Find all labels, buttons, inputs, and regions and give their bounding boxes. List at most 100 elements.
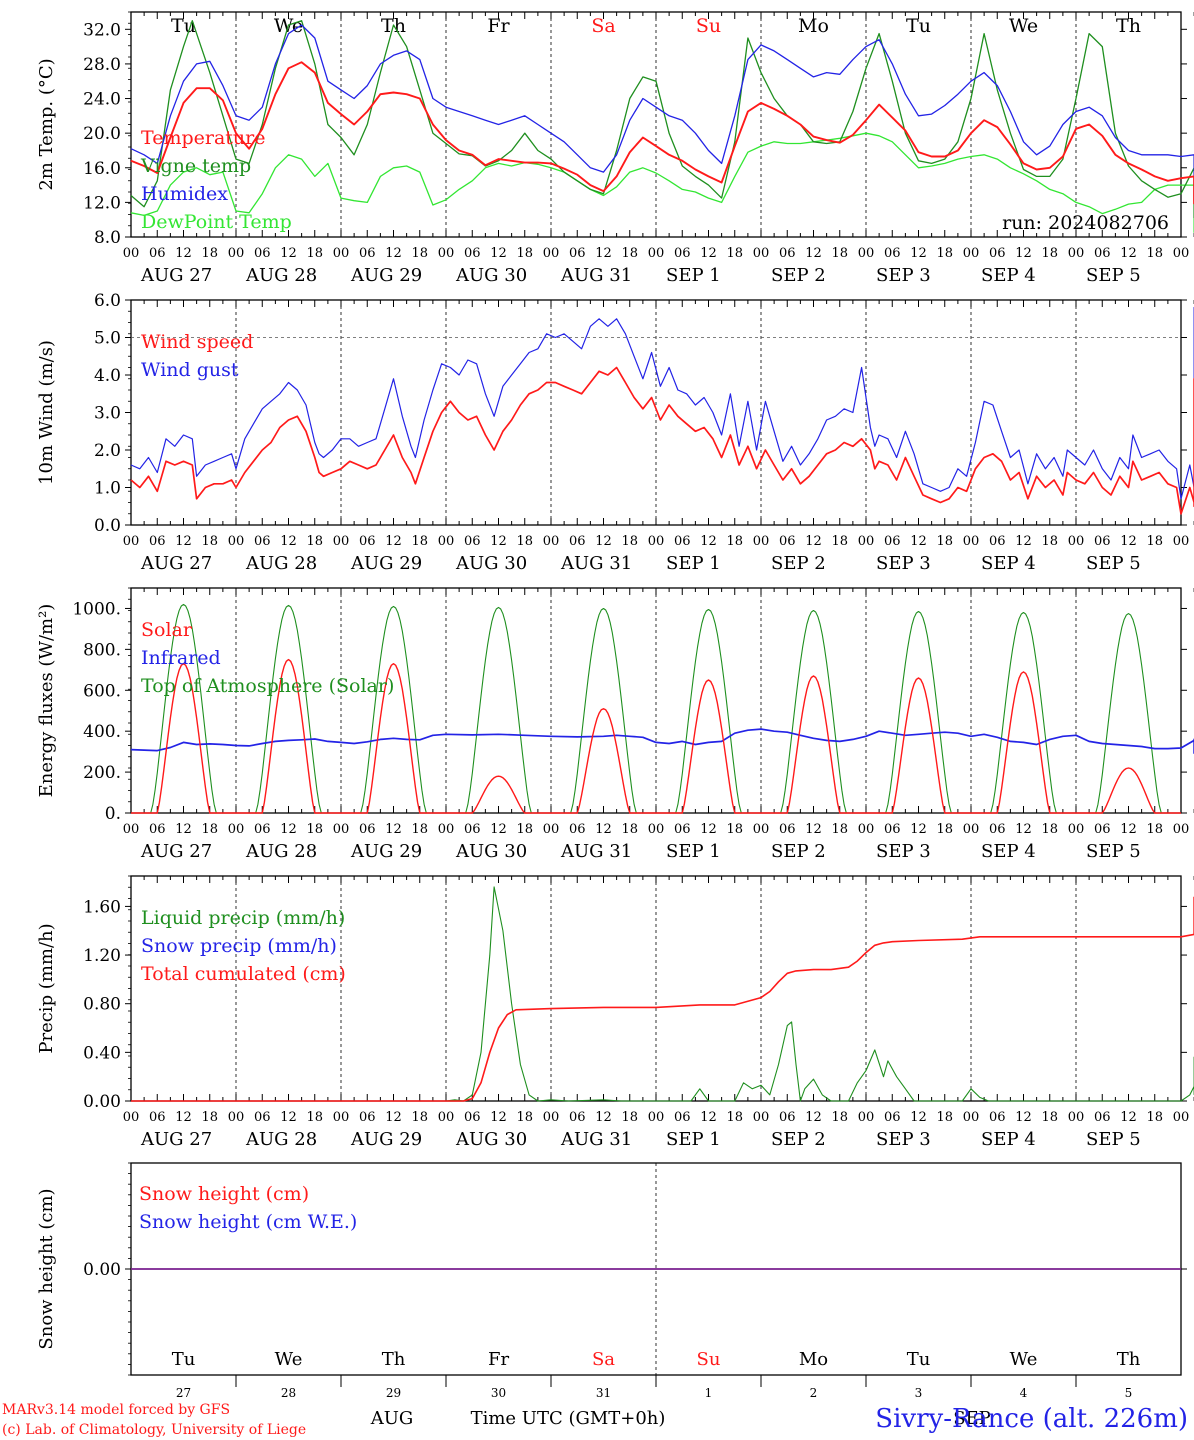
legend-entry: DewPoint Temp (141, 211, 292, 233)
hour-tick-label: 00 (858, 822, 875, 837)
hour-tick-label: 18 (831, 1110, 848, 1125)
hour-tick-label: 18 (1146, 822, 1163, 837)
hour-tick-label: 00 (543, 534, 560, 549)
hour-tick-label: 00 (963, 1110, 980, 1125)
day-number-label: 4 (1020, 1386, 1028, 1400)
hour-tick-label: 06 (254, 822, 271, 837)
date-label: SEP 3 (876, 265, 931, 286)
hour-tick-label: 06 (989, 1110, 1006, 1125)
date-label: AUG 28 (245, 1129, 317, 1150)
y-axis-label: 10m Wind (m/s) (36, 340, 57, 485)
hour-tick-label: 18 (621, 1110, 638, 1125)
y-tick-label: 800. (83, 640, 121, 660)
hour-tick-label: 12 (280, 822, 297, 837)
hour-tick-label: 12 (490, 822, 507, 837)
hour-tick-label: 12 (1015, 822, 1032, 837)
hour-tick-label: 18 (936, 534, 953, 549)
hour-tick-label: 00 (123, 822, 140, 837)
legend-entry: Top of Atmosphere (Solar) (141, 675, 394, 697)
date-label: AUG 27 (140, 553, 212, 574)
hour-tick-label: 00 (123, 246, 140, 261)
y-tick-label: 1.0 (94, 479, 121, 499)
time-axis-label: Time UTC (GMT+0h) (471, 1408, 666, 1429)
station-name: Sivry-Rance (alt. 226m) (875, 1404, 1188, 1434)
panel-5: 0.00 Snow height (cm) Snow height (cm) Snow… (36, 1162, 1187, 1400)
y-tick-label: 12.0 (83, 193, 121, 213)
hour-tick-label: 12 (385, 246, 402, 261)
date-label: AUG 29 (350, 553, 422, 574)
hour-tick-label: 06 (989, 246, 1006, 261)
weekday-label: Tu (907, 1349, 931, 1370)
hour-tick-label: 18 (201, 246, 218, 261)
hour-tick-label: 18 (1146, 246, 1163, 261)
y-axis-label: Energy fluxes (W/m²) (36, 604, 57, 798)
y-tick-label: 0.0 (94, 516, 121, 536)
date-label: AUG 27 (140, 265, 212, 286)
y-tick-label: 0.00 (83, 1260, 121, 1280)
hour-tick-label: 18 (621, 534, 638, 549)
hour-tick-label: 12 (175, 1110, 192, 1125)
hour-tick-label: 06 (149, 822, 166, 837)
hour-tick-label: 12 (910, 822, 927, 837)
hour-tick-label: 00 (648, 534, 665, 549)
date-label: AUG 31 (560, 553, 632, 574)
hour-tick-label: 00 (228, 534, 245, 549)
hour-tick-label: 06 (674, 534, 691, 549)
hour-tick-label: 00 (858, 246, 875, 261)
legend-entry: Humidex (141, 183, 228, 205)
hour-tick-label: 06 (1094, 534, 1111, 549)
hour-tick-label: 06 (779, 534, 796, 549)
hour-tick-label: 12 (385, 534, 402, 549)
day-number-label: 27 (176, 1386, 191, 1400)
hour-tick-label: 18 (516, 822, 533, 837)
y-tick-label: 20.0 (83, 124, 121, 144)
hour-tick-label: 18 (516, 534, 533, 549)
hour-tick-label: 00 (963, 822, 980, 837)
y-tick-label: 5.0 (94, 329, 121, 349)
hour-tick-label: 18 (936, 246, 953, 261)
hour-tick-label: 18 (726, 1110, 743, 1125)
date-label: AUG 31 (560, 265, 632, 286)
hour-tick-label: 12 (805, 1110, 822, 1125)
hour-tick-label: 06 (989, 534, 1006, 549)
hour-tick-label: 00 (648, 1110, 665, 1125)
hour-tick-label: 18 (411, 1110, 428, 1125)
weekday-label: Sa (591, 15, 615, 37)
hour-tick-label: 12 (1015, 534, 1032, 549)
hour-tick-label: 18 (306, 1110, 323, 1125)
model-credit-line1: MARv3.14 model forced by GFS (2, 1402, 230, 1418)
hour-tick-label: 06 (1094, 1110, 1111, 1125)
legend-entry: Snow height (cm W.E.) (139, 1211, 357, 1233)
hour-tick-label: 18 (411, 822, 428, 837)
hour-tick-label: 06 (464, 246, 481, 261)
hour-tick-label: 06 (884, 822, 901, 837)
date-label: SEP 4 (981, 841, 1036, 862)
hour-tick-label: 00 (1173, 246, 1190, 261)
hour-tick-label: 00 (1068, 534, 1085, 549)
hour-tick-label: 00 (753, 822, 770, 837)
date-label: AUG 30 (455, 1129, 527, 1150)
weekday-label: Th (1116, 15, 1141, 37)
hour-tick-label: 00 (753, 246, 770, 261)
hour-tick-label: 00 (228, 246, 245, 261)
y-tick-label: 0. (105, 804, 121, 824)
hour-tick-label: 06 (884, 246, 901, 261)
date-label: AUG 28 (245, 265, 317, 286)
date-label: SEP 5 (1086, 265, 1141, 286)
day-number-label: 1 (705, 1386, 713, 1400)
hour-tick-label: 12 (1120, 534, 1137, 549)
month-label-aug: AUG (370, 1408, 414, 1429)
hour-tick-label: 18 (831, 534, 848, 549)
hour-tick-label: 12 (1120, 1110, 1137, 1125)
legend-entry: Temperature (141, 127, 265, 149)
hour-tick-label: 12 (1015, 246, 1032, 261)
y-tick-label: 1.20 (83, 946, 121, 966)
hour-tick-label: 06 (359, 822, 376, 837)
hour-tick-label: 18 (1041, 534, 1058, 549)
y-tick-label: 600. (83, 681, 121, 701)
hour-tick-label: 06 (674, 246, 691, 261)
hour-tick-label: 18 (1041, 246, 1058, 261)
legend-entry: Infrared (141, 647, 221, 669)
date-label: SEP 3 (876, 841, 931, 862)
